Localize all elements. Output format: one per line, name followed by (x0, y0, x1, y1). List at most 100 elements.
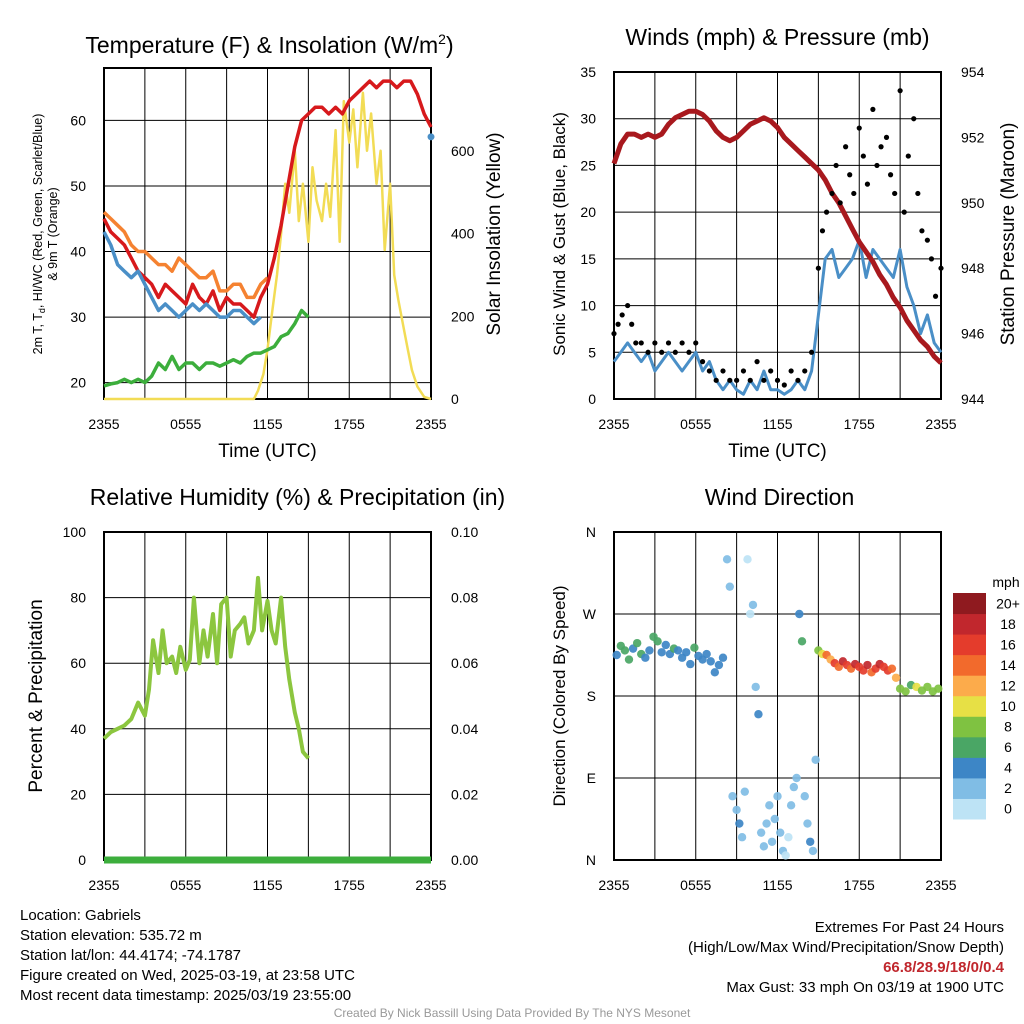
end-marker (427, 133, 435, 141)
x-tick-label: 0555 (680, 416, 711, 432)
y-tick-label: 60 (70, 112, 86, 128)
gust-point (727, 377, 733, 383)
station-latlon: Station lat/lon: 44.4174; -74.1787 (20, 947, 242, 964)
x-tick-label: 1155 (762, 416, 792, 432)
x-tick-label: 2355 (88, 877, 119, 893)
direction-point (786, 801, 796, 810)
y-right-tick-label: 0.04 (451, 721, 478, 737)
y-right-tick-label: 944 (961, 391, 985, 407)
title-superscript: 2 (438, 31, 446, 47)
gust-point (901, 209, 907, 215)
colorbar-label: 16 (1000, 636, 1016, 652)
y-tick-label: 5 (588, 344, 596, 360)
gust-point (638, 340, 644, 346)
y-tick-label: 0 (588, 391, 596, 407)
figure-created: Figure created on Wed, 2025-03-19, at 23… (20, 967, 355, 984)
y-right-tick-label: 948 (961, 260, 985, 276)
y-right-tick-label: 0.02 (451, 786, 478, 802)
gust-point (924, 237, 930, 243)
y-tick-label: 25 (580, 157, 596, 173)
series-9m-t (102, 210, 269, 300)
colorbar-label: 6 (1004, 739, 1012, 755)
y-tick-label: 50 (70, 178, 86, 194)
y-tick-label: 20 (70, 375, 86, 391)
y-tick-label: W (583, 606, 597, 622)
y-right-tick-label: 400 (451, 226, 475, 242)
panel-temperature: 2355 0555 1155 1755 2355 Temperature (F) & In… (31, 31, 505, 462)
y-label-part: , HI/WC (Red, Green, Scarlet/Blue) (31, 114, 45, 309)
title-suffix: ) (446, 32, 454, 58)
y-tick-label: 30 (580, 111, 596, 127)
direction-point (781, 851, 790, 860)
gust-point (633, 340, 639, 346)
chart-title: Relative Humidity (%) & Precipitation (i… (90, 484, 505, 510)
gust-point (699, 359, 706, 365)
title-text: Temperature (F) & Insolation (W/m (85, 32, 438, 58)
direction-point (732, 805, 741, 815)
direction-point (641, 653, 650, 662)
direction-point (686, 659, 695, 669)
gust-point (911, 116, 917, 122)
x-tick-label: 2355 (415, 416, 446, 432)
gust-point (754, 359, 760, 365)
series-sonic-wind (612, 238, 943, 396)
colorbar-swatch (953, 613, 986, 635)
panel-humidity: 2355 0555 1155 1755 2355 Relative Humidity (%… (26, 484, 505, 893)
gust-point (615, 321, 621, 327)
y-right-axis-label: Station Pressure (Maroon) (998, 123, 1019, 346)
series-relative-humidity (102, 575, 310, 760)
y-right-tick-label: 954 (961, 64, 985, 80)
y-right-tick-label: 600 (451, 143, 475, 159)
x-tick-label: 1155 (762, 877, 792, 893)
direction-point (800, 792, 809, 801)
direction-point (765, 801, 774, 810)
direction-point (770, 814, 779, 824)
colorbar-swatch (953, 777, 986, 799)
colorbar-label: 18 (1000, 616, 1016, 632)
extremes-subheading: (High/Low/Max Wind/Precipitation/Snow De… (688, 939, 1004, 956)
gust-point (659, 349, 665, 355)
gust-point (652, 340, 658, 346)
gust-point (611, 331, 617, 337)
y-tick-label: 80 (70, 590, 86, 606)
y-tick-label: E (587, 770, 596, 786)
series-hi-wc (102, 231, 262, 326)
station-info: Location: Gabriels Station elevation: 53… (20, 906, 355, 1006)
x-axis-label: Time (UTC) (218, 441, 317, 462)
direction-point (748, 600, 758, 610)
direction-point (756, 828, 766, 837)
direction-point (728, 792, 737, 801)
gust-point (645, 349, 651, 355)
gust-point (665, 340, 672, 346)
direction-point (657, 648, 666, 657)
direction-point (725, 582, 735, 591)
x-tick-label: 1155 (252, 877, 282, 893)
gust-point (919, 228, 925, 234)
x-tick-label: 0555 (170, 877, 201, 893)
gust-point (768, 368, 774, 374)
gust-point (788, 368, 794, 374)
direction-point (792, 773, 801, 783)
gust-point (795, 377, 801, 383)
direction-point (887, 664, 897, 673)
x-tick-label: 2355 (88, 416, 119, 432)
gust-point (740, 368, 747, 374)
colorbar-label: 4 (1004, 760, 1012, 776)
gust-point (864, 181, 871, 187)
direction-point (706, 657, 715, 666)
gust-point (829, 190, 835, 197)
station-elevation: Station elevation: 535.72 m (20, 927, 202, 944)
y-tick-label: 10 (580, 298, 596, 314)
gust-point (915, 190, 921, 197)
x-tick-label: 1755 (334, 877, 365, 893)
x-tick-label: 2355 (925, 416, 956, 432)
gust-point (629, 321, 635, 327)
direction-point (751, 682, 760, 692)
y-label-part: d (37, 308, 47, 313)
colorbar-label: 14 (1000, 657, 1016, 673)
y-tick-label: 35 (580, 64, 596, 80)
direction-point (901, 687, 910, 696)
colorbar-label: 10 (1000, 698, 1016, 714)
gust-point (833, 162, 839, 169)
x-tick-label: 2355 (415, 877, 446, 893)
